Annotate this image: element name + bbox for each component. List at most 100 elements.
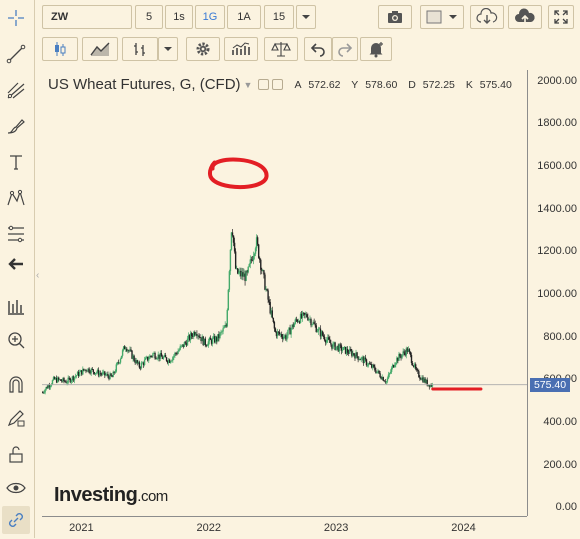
crosshair-icon[interactable] xyxy=(2,4,30,32)
candle-body xyxy=(322,335,325,337)
text-icon[interactable] xyxy=(2,148,30,176)
candle-body xyxy=(69,378,71,383)
interval-5[interactable]: 5 xyxy=(135,5,163,29)
scales-icon[interactable] xyxy=(264,37,298,61)
alert-bell-icon[interactable] xyxy=(360,37,392,61)
pattern-icon[interactable] xyxy=(2,184,30,212)
brush-icon[interactable] xyxy=(2,112,30,140)
candle-body xyxy=(396,357,398,363)
color-swatch-icon[interactable] xyxy=(420,5,464,29)
candle-body xyxy=(188,335,191,341)
candle-body xyxy=(251,259,254,261)
candle-body xyxy=(48,385,51,388)
time-axis[interactable]: 2021 2022 2023 2024 xyxy=(42,516,527,539)
candle-body xyxy=(45,386,47,390)
interval-1g[interactable]: 1G xyxy=(195,5,225,29)
candle-body xyxy=(54,377,57,380)
candle-body xyxy=(266,289,268,291)
candle-body xyxy=(150,355,152,357)
cloud-download-icon[interactable] xyxy=(470,5,504,29)
ohlc-values: A 572.62 Y 578.60 D 572.25 K 575.40 xyxy=(294,79,519,91)
candle-body xyxy=(278,332,281,335)
candle-body xyxy=(210,339,213,344)
ohlc-low: D 572.25 xyxy=(408,78,455,91)
symbol-input[interactable]: ZW xyxy=(42,5,132,29)
y-tick-label: 0.00 xyxy=(555,501,577,514)
candle-body xyxy=(66,382,68,384)
lock-pencil-icon[interactable] xyxy=(2,404,30,432)
candle-body xyxy=(423,378,425,383)
camera-icon[interactable] xyxy=(378,5,412,29)
collapse-handle-icon[interactable]: ‹ xyxy=(36,270,40,281)
undo-icon[interactable] xyxy=(304,37,332,61)
zoom-icon[interactable] xyxy=(2,326,30,354)
candle-body xyxy=(290,328,292,335)
cloud-upload-icon[interactable] xyxy=(508,5,542,29)
magnet-icon[interactable] xyxy=(2,370,30,398)
price-axis[interactable]: 0.00200.00400.00600.00800.001000.001200.… xyxy=(528,70,580,516)
bar-chart-icon[interactable] xyxy=(122,37,158,61)
candle-body xyxy=(41,392,43,394)
candle-body xyxy=(64,381,66,382)
y-tick-label: 1800.00 xyxy=(537,117,577,130)
interval-15[interactable]: 15 xyxy=(264,5,294,29)
candle-body xyxy=(86,370,88,372)
candle-body xyxy=(257,244,260,258)
candle-body xyxy=(167,359,170,363)
candle-body xyxy=(149,355,151,359)
interval-dropdown-icon[interactable] xyxy=(296,5,316,29)
candle-body xyxy=(375,370,377,374)
candle-body xyxy=(416,368,418,371)
candle-body xyxy=(334,342,336,350)
redo-icon[interactable] xyxy=(332,37,358,61)
unlock-icon[interactable] xyxy=(2,440,30,468)
candle-body xyxy=(178,349,180,352)
candle-body xyxy=(179,346,181,350)
line-chart-icon[interactable] xyxy=(82,37,118,61)
candle-body xyxy=(261,269,263,271)
candle-body xyxy=(310,319,312,326)
candle-body xyxy=(76,371,79,376)
candle-body xyxy=(395,362,397,366)
legend-settings-icon[interactable] xyxy=(258,79,270,90)
candle-body xyxy=(184,342,187,344)
candle-body xyxy=(100,373,103,375)
candle-body xyxy=(359,359,361,361)
candle-body xyxy=(410,354,413,363)
link-icon[interactable] xyxy=(2,506,30,534)
interval-1s[interactable]: 1s xyxy=(165,5,193,29)
candle-body xyxy=(418,371,420,378)
candle-body xyxy=(292,324,294,328)
title-dropdown-icon[interactable]: ▼ xyxy=(243,79,253,90)
candle-body xyxy=(339,344,342,346)
candlestick-icon[interactable] xyxy=(42,37,78,61)
candle-body xyxy=(189,333,192,341)
candle-body xyxy=(219,332,221,338)
legend-hide-icon[interactable] xyxy=(272,79,284,90)
candle-body xyxy=(60,379,62,381)
candle-body xyxy=(136,360,138,364)
back-arrow-icon[interactable] xyxy=(2,250,30,278)
candle-body xyxy=(81,370,83,375)
pitchfork-icon[interactable] xyxy=(2,76,30,104)
candle-body xyxy=(330,342,332,345)
candle-body xyxy=(58,377,60,380)
chart-type-dropdown-icon[interactable] xyxy=(158,37,178,61)
candle-body xyxy=(338,344,340,352)
candle-body xyxy=(242,272,244,277)
long-position-icon[interactable] xyxy=(2,292,30,320)
eye-icon[interactable] xyxy=(2,474,30,502)
fib-icon[interactable] xyxy=(2,220,30,248)
candle-body xyxy=(294,319,297,324)
plot-area[interactable] xyxy=(41,70,528,516)
fullscreen-icon[interactable] xyxy=(548,5,574,29)
candle-body xyxy=(182,344,185,348)
candle-body xyxy=(260,259,262,270)
candle-body xyxy=(224,325,226,328)
candle-body xyxy=(235,268,238,270)
candle-body xyxy=(373,364,375,367)
gear-icon[interactable] xyxy=(186,37,220,61)
interval-1a[interactable]: 1A xyxy=(227,5,261,29)
trendline-icon[interactable] xyxy=(2,40,30,68)
indicators-icon[interactable] xyxy=(224,37,258,61)
